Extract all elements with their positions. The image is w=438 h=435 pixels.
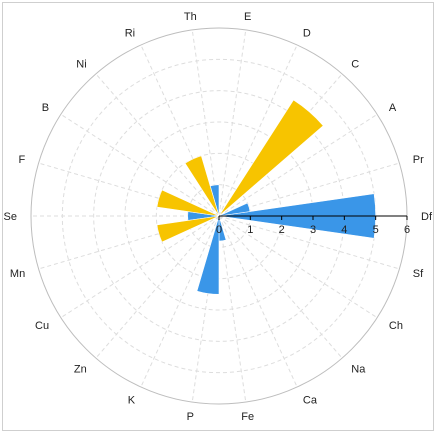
category-label-ch: Ch bbox=[389, 320, 403, 332]
radial-tick-label: 5 bbox=[373, 224, 379, 236]
bar-p-series-1[interactable] bbox=[196, 215, 220, 295]
category-label-ri: Ri bbox=[125, 27, 135, 39]
category-label-mn: Mn bbox=[10, 268, 25, 280]
radial-tick-label: 4 bbox=[341, 224, 347, 236]
category-labels: Df Sf Ch Na Ca Fe P K Zn Cu Mn Se F B Ni Ri Th E D C A Pr bbox=[4, 11, 433, 423]
category-label-se: Se bbox=[4, 211, 17, 223]
category-label-f: F bbox=[18, 154, 25, 166]
polar-grid bbox=[30, 27, 408, 405]
category-label-zn: Zn bbox=[74, 364, 87, 376]
grid-spoke bbox=[218, 215, 247, 403]
grid-spoke bbox=[140, 215, 220, 388]
category-label-k: K bbox=[128, 395, 136, 407]
grid-spoke bbox=[218, 113, 378, 217]
category-label-a: A bbox=[389, 102, 397, 114]
grid-spoke bbox=[95, 215, 220, 359]
bar-f-series-2[interactable] bbox=[156, 189, 220, 217]
bar-mn-series-2[interactable] bbox=[156, 215, 220, 243]
category-label-b: B bbox=[42, 102, 49, 114]
category-label-p: P bbox=[187, 411, 194, 423]
grid-spoke bbox=[60, 113, 220, 217]
bars-layer bbox=[156, 99, 376, 295]
category-label-ca: Ca bbox=[303, 395, 318, 407]
radial-tick-label: 6 bbox=[404, 224, 410, 236]
category-label-pr: Pr bbox=[413, 154, 424, 166]
category-label-df: Df bbox=[421, 211, 433, 223]
bar-ri-series-2[interactable] bbox=[184, 155, 220, 217]
grid-spoke bbox=[218, 215, 378, 319]
category-label-c: C bbox=[351, 58, 359, 70]
bar-c-series-2[interactable] bbox=[218, 99, 324, 217]
category-label-e: E bbox=[244, 11, 251, 23]
radial-axis: 0 1 2 3 4 5 6 bbox=[216, 215, 410, 236]
radial-tick-label: 0 bbox=[216, 224, 222, 236]
category-label-sf: Sf bbox=[413, 268, 424, 280]
radial-tick-label: 1 bbox=[247, 224, 253, 236]
grid-spoke bbox=[218, 44, 298, 217]
radial-tick-label: 3 bbox=[310, 224, 316, 236]
bar-pr-series-1[interactable] bbox=[218, 202, 251, 217]
radial-tick-label: 2 bbox=[279, 224, 285, 236]
grid-spoke bbox=[60, 215, 220, 319]
category-label-d: D bbox=[303, 27, 311, 39]
category-label-th: Th bbox=[184, 11, 197, 23]
category-label-na: Na bbox=[351, 364, 366, 376]
category-label-fe: Fe bbox=[241, 411, 254, 423]
grid-spoke bbox=[218, 215, 400, 270]
category-label-cu: Cu bbox=[35, 320, 49, 332]
grid-spoke bbox=[218, 215, 343, 359]
grid-spoke bbox=[218, 29, 247, 217]
grid-spoke bbox=[95, 73, 220, 217]
grid-spoke bbox=[218, 215, 298, 388]
category-label-ni: Ni bbox=[76, 58, 86, 70]
